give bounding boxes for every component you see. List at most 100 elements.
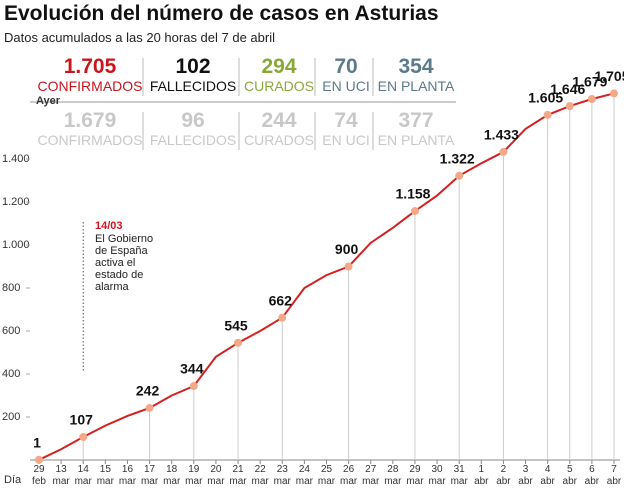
stat-label: FALLECIDOS [149, 78, 237, 94]
point [587, 95, 596, 104]
y-tick-label: 1.000 [2, 239, 30, 251]
value-label: 1.158 [395, 186, 430, 202]
stat: 354 EN PLANTA [376, 55, 456, 95]
x-tick-label: 16 mar [118, 464, 137, 487]
point [543, 110, 552, 119]
stat: 102 FALLECIDOS [146, 55, 240, 95]
value-label: 662 [269, 292, 293, 308]
annotation-text: El Gobierno de España activa el estado d… [95, 233, 154, 293]
stat-value: 294 [261, 55, 297, 78]
value-label: 344 [180, 361, 204, 377]
value-label: 1.705 [594, 68, 624, 84]
annotation-date: 14/03 [95, 220, 123, 232]
x-tick-label: 18 mar [163, 464, 181, 487]
x-tick-label: 27 mar [362, 464, 380, 487]
stat-value: 377 [398, 109, 434, 132]
x-tick-label: 7 abr [606, 464, 622, 487]
stat: 74 EN UCI [318, 109, 374, 149]
point [565, 102, 574, 111]
x-tick-label: 28 mar [384, 464, 402, 487]
point [499, 147, 508, 156]
point [455, 171, 464, 180]
x-tick-label: 6 abr [584, 464, 600, 487]
point [410, 207, 419, 216]
x-tick-label: 1 abr [474, 464, 489, 487]
stat-label: EN UCI [322, 78, 370, 94]
title: Evolución del número de casos en Asturia… [4, 2, 439, 25]
stat-label: EN PLANTA [377, 132, 455, 148]
stat: 1.679 CONFIRMADOS [36, 109, 144, 149]
stat: 96 FALLECIDOS [146, 109, 240, 149]
stat-value: 96 [181, 109, 205, 132]
x-tick-label: 3 abr [518, 464, 533, 487]
point [344, 262, 353, 271]
point [35, 455, 43, 464]
x-tick-label: 19 mar [185, 464, 203, 487]
x-tick-label: 30 mar [428, 464, 446, 487]
x-tick-label: 17 mar [140, 464, 159, 487]
stat-label: CONFIRMADOS [37, 78, 143, 94]
stat-value: 1.705 [63, 55, 117, 78]
x-tick-label: 22 mar [251, 464, 269, 487]
x-tick-label: 26 mar [339, 464, 358, 487]
stat: 294 CURADOS [242, 55, 316, 95]
value-label: 107 [70, 412, 94, 428]
stat: 244 CURADOS [242, 109, 316, 149]
x-tick-label: 20 mar [207, 464, 225, 487]
stat-value: 70 [334, 55, 358, 78]
subtitle: Datos acumulados a las 20 horas del 7 de… [4, 30, 275, 45]
point [145, 403, 154, 412]
stat-label: CURADOS [243, 132, 314, 148]
x-tick-label: 31 mar [450, 464, 468, 487]
stat-label: EN PLANTA [377, 78, 455, 94]
value-label: 900 [335, 241, 359, 257]
line [38, 92, 615, 461]
stat-label: EN UCI [322, 132, 370, 148]
stat-value: 354 [398, 55, 434, 78]
stat-value: 244 [261, 109, 297, 132]
stat: 1.705 CONFIRMADOS [36, 55, 144, 95]
x-tick-label: 29 mar [406, 464, 424, 487]
stat-label: CURADOS [243, 78, 314, 94]
stat-label: FALLECIDOS [149, 132, 237, 148]
x-tick-label: 29 feb [32, 464, 46, 487]
stat: 377 EN PLANTA [376, 109, 456, 149]
x-tick-label: 23 mar [273, 464, 291, 487]
y-tick-label: 1.400 [2, 153, 30, 165]
point [79, 432, 88, 441]
stat-label: CONFIRMADOS [37, 132, 143, 148]
value-label: 1.433 [484, 127, 519, 143]
value-label: 545 [224, 318, 248, 334]
y-tick-label: 1.200 [2, 196, 30, 208]
y-tick-label: 200 [2, 411, 20, 423]
x-tick-label: 13 mar [52, 464, 70, 487]
stat-value: 102 [175, 55, 211, 78]
point [610, 89, 618, 98]
value-label: 1.605 [528, 90, 563, 106]
x-tick-label: 21 mar [229, 464, 247, 487]
x-tick-label: 14 mar [74, 464, 92, 487]
x-axis-label: Día [4, 474, 22, 486]
y-tick-label: 400 [2, 368, 20, 380]
x-tick-label: 24 mar [295, 464, 313, 487]
x-tick-label: 4 abr [540, 464, 555, 487]
value-label: 1.679 [572, 74, 607, 90]
value-label: 1.322 [440, 150, 475, 166]
x-tick-label: 15 mar [96, 464, 114, 487]
y-tick-label: 800 [2, 282, 20, 294]
value-label: 1.646 [550, 81, 585, 97]
value-label: 242 [136, 383, 160, 399]
x-tick-label: 25 mar [317, 464, 336, 487]
stat-value: 1.679 [63, 109, 117, 132]
x-tick-label: 2 abr [496, 464, 511, 487]
x-tick-label: 5 abr [562, 464, 577, 487]
point [234, 338, 243, 347]
y-tick-label: 600 [2, 325, 20, 337]
stat-value: 74 [334, 109, 358, 132]
yesterday-label: Ayer [36, 95, 61, 107]
point [189, 382, 198, 391]
value-label: 1 [33, 434, 41, 450]
stat: 70 EN UCI [318, 55, 374, 95]
